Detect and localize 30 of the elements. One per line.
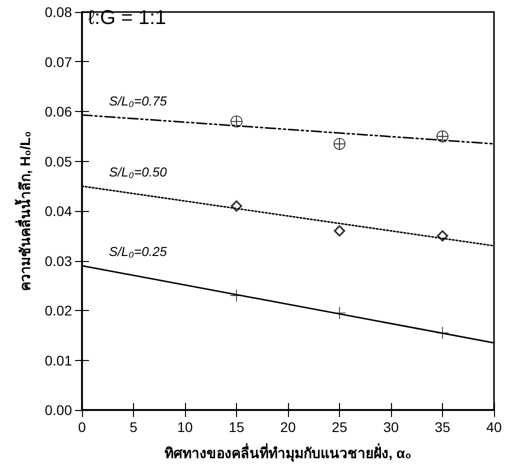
y-tick-label: 0.01 [44,352,72,368]
point [334,138,346,150]
y-tick-label: 0.05 [44,153,72,170]
point [230,115,242,128]
point [436,326,448,339]
point [436,230,448,242]
x-tick-label: 25 [332,419,348,435]
y-tick-label: 0.03 [44,252,72,269]
point [436,130,448,142]
y-tick-label: 0.07 [44,54,72,70]
y-axis-title: ความชันคลื่นน้ำลึก, H₀/L₀ [14,131,33,291]
point [334,224,346,237]
x-tick-label: 0 [78,419,86,435]
x-tick-label: 40 [486,419,502,435]
y-tick-label: 0.04 [44,203,72,219]
y-tick-label: 0.02 [44,302,72,318]
y-tick-label: 0.08 [44,4,72,20]
x-tick-label: 10 [177,419,193,435]
x-tick-label: 35 [434,419,450,435]
x-axis-title: ทิศทางของคลื่นที่ทำมุมกับแนวชายฝั่ง, α₀ [164,443,412,462]
x-tick-label: 20 [280,419,296,435]
x-tick-label: 5 [130,419,138,435]
y-tick-label: 0.06 [44,104,72,120]
x-tick-label: 15 [228,419,244,435]
series-label: S/L₀=0.50 [109,164,168,180]
x-tick-label: 30 [383,419,399,435]
y-tick-label: 0.00 [44,402,72,418]
series-label: S/L₀=0.75 [109,93,168,108]
point [230,200,242,212]
series-label: S/L₀=0.25 [109,244,168,260]
